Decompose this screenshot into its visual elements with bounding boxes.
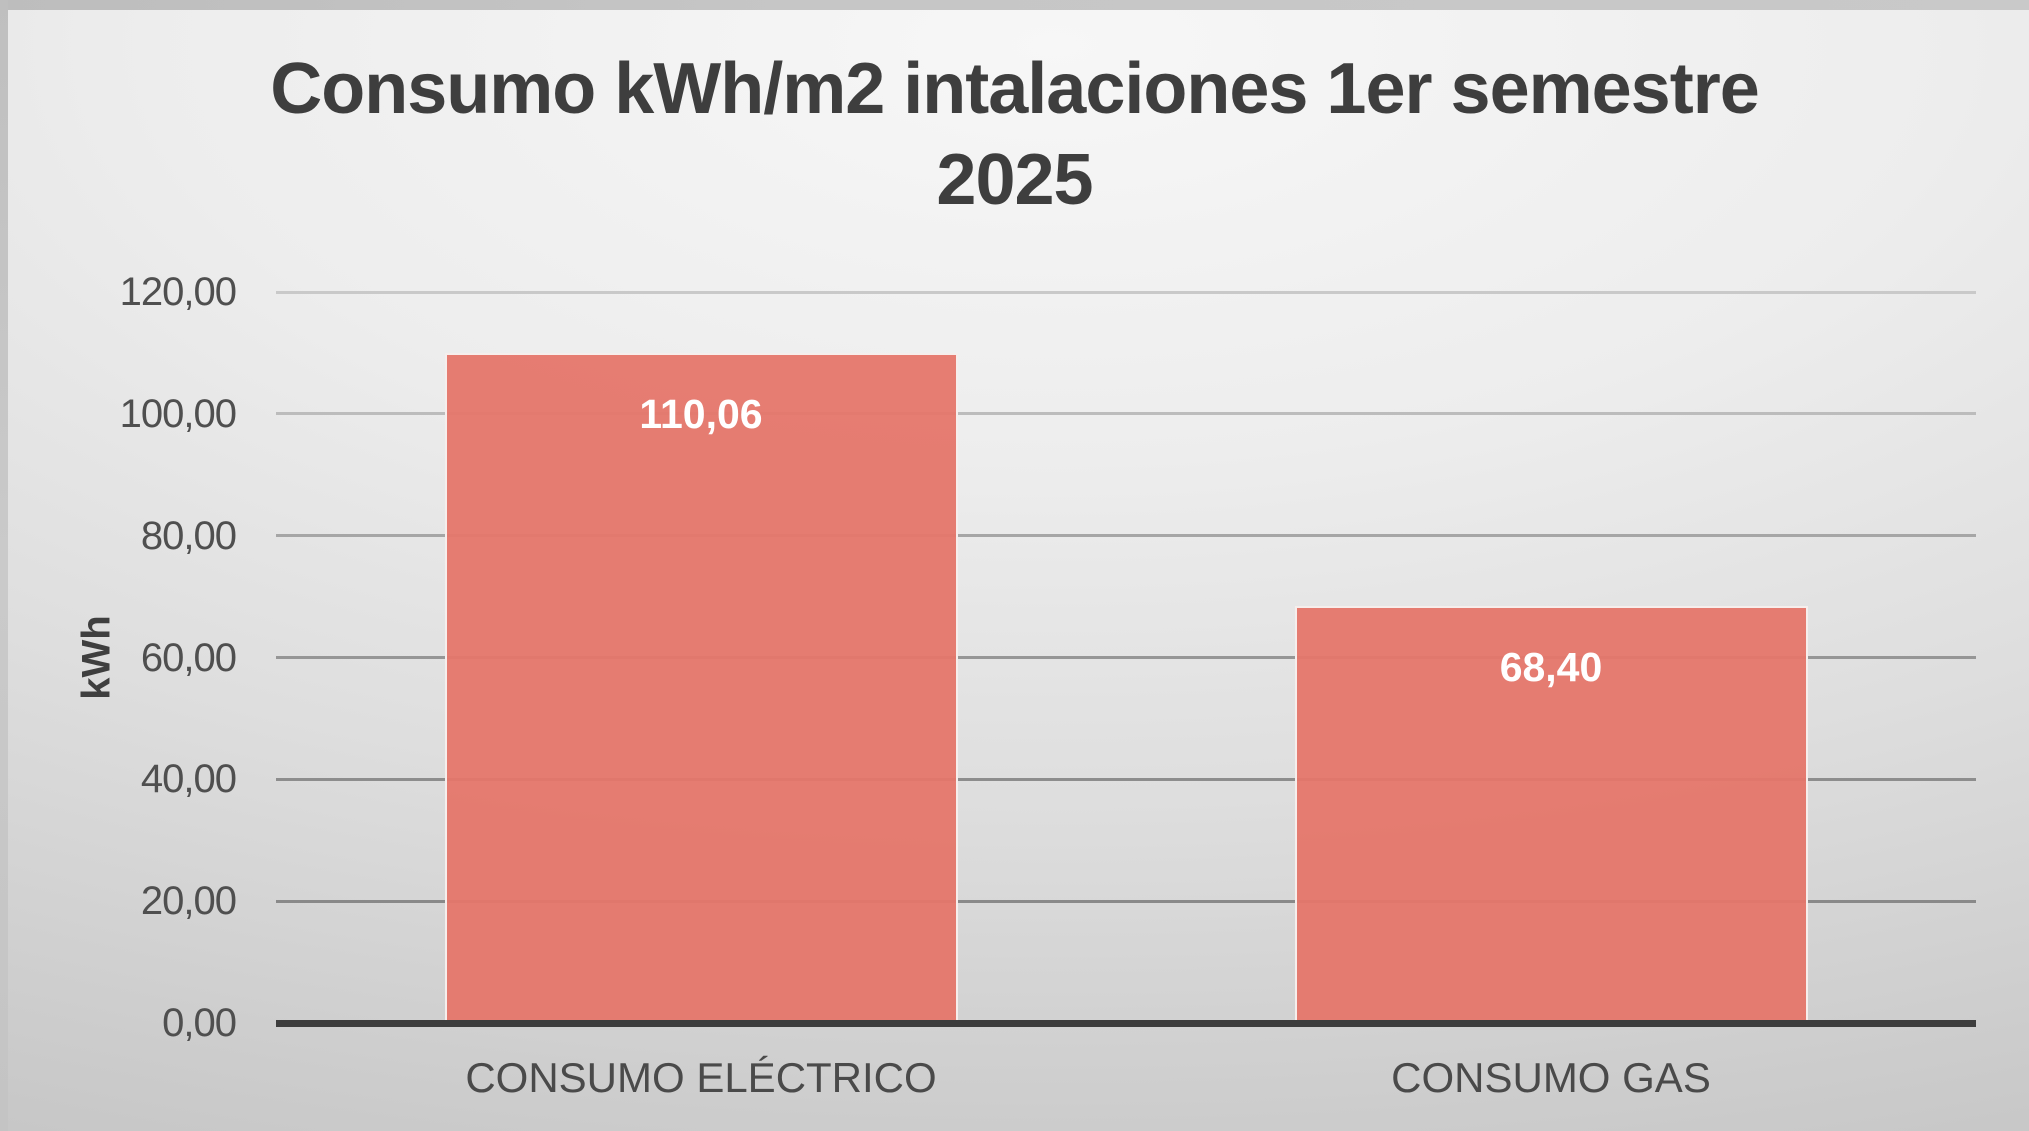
slide-left-edge — [0, 0, 8, 1131]
gridline-40 — [276, 777, 1976, 781]
gridline-120 — [276, 290, 1976, 294]
plot-area: kWh 0,00 20,00 40,00 60,00 80,00 100,00 120,00… — [75, 270, 1976, 1101]
y-tick-label-60: 60,00 — [140, 635, 237, 680]
gridline-20 — [276, 899, 1976, 903]
y-tick-label-80: 80,00 — [140, 513, 237, 558]
y-tick-label-100: 100,00 — [119, 391, 237, 436]
x-category-label-consumo-gas: CONSUMO GAS — [1391, 1054, 1711, 1101]
x-axis-line — [276, 1019, 1976, 1027]
bar-consumo-gas: 68,40 — [1294, 606, 1808, 1023]
bar-value-label: 110,06 — [639, 390, 763, 437]
y-tick-label-40: 40,00 — [140, 757, 237, 802]
x-category-label-consumo-electrico: CONSUMO ELÉCTRICO — [465, 1054, 937, 1101]
gridline-60 — [276, 656, 1976, 659]
chart-title-line1: Consumo kWh/m2 intalaciones 1er semestre — [270, 49, 1760, 129]
y-tick-label-20: 20,00 — [140, 879, 237, 924]
bar-consumo-electrico: 110,06 — [444, 352, 958, 1023]
chart-title-line2: 2025 — [936, 139, 1093, 220]
gridline-100 — [276, 412, 1976, 416]
chart-title: Consumo kWh/m2 intalaciones 1er semestre… — [0, 44, 2029, 225]
y-tick-label-120: 120,00 — [119, 270, 237, 314]
slide-top-edge — [0, 0, 2029, 10]
gridline-80 — [276, 534, 1976, 538]
y-tick-label-0: 0,00 — [162, 1001, 237, 1045]
bar-value-label: 68,40 — [1499, 644, 1603, 691]
